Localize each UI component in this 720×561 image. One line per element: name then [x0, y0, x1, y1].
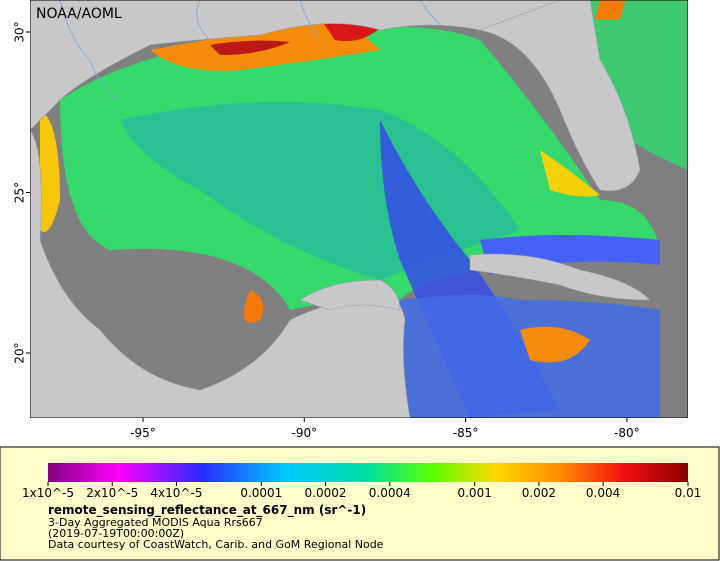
- lat-label: 30°: [13, 21, 27, 42]
- lat-label: 25°: [13, 182, 27, 203]
- colorbar-label: 0.0004: [369, 486, 411, 500]
- legend-line: 3-Day Aggregated MODIS Aqua Rrs667: [48, 516, 263, 529]
- colorbar-label: 4x10^-5: [150, 486, 202, 500]
- map: [30, 0, 688, 418]
- rivers: [59, 0, 441, 101]
- colorbar-label: 0.0002: [305, 486, 347, 500]
- colorbar-label: 0.0001: [240, 486, 282, 500]
- legend-variable: remote_sensing_reflectance_at_667_nm (sr…: [48, 503, 366, 518]
- colorbar-label: 2x10^-5: [86, 486, 138, 500]
- lon-label: -95°: [130, 426, 156, 440]
- colorbar-label: 0.004: [586, 486, 620, 500]
- land: [30, 0, 688, 418]
- colorbar-label: 0.001: [457, 486, 491, 500]
- colorbar-label: 1x10^-5: [22, 486, 74, 500]
- legend-line: (2019-07-19T00:00:00Z): [48, 527, 184, 540]
- lat-label: 20°: [13, 342, 27, 363]
- lon-label: -85°: [453, 426, 479, 440]
- axes: 30° 25° 20° -95° -90° -85° -80°: [13, 21, 640, 440]
- lon-label: -90°: [291, 426, 317, 440]
- legend-line: Data courtesy of CoastWatch, Carib. and …: [48, 538, 384, 551]
- colorbar-label: 0.002: [522, 486, 556, 500]
- watermark: NOAA/AOML: [36, 6, 122, 22]
- colorbar: [48, 463, 688, 482]
- lon-label: -80°: [614, 426, 640, 440]
- data-field: [40, 0, 688, 418]
- legend: remote_sensing_reflectance_at_667_nm (sr…: [22, 482, 701, 551]
- colorbar-label: 0.01: [675, 486, 702, 500]
